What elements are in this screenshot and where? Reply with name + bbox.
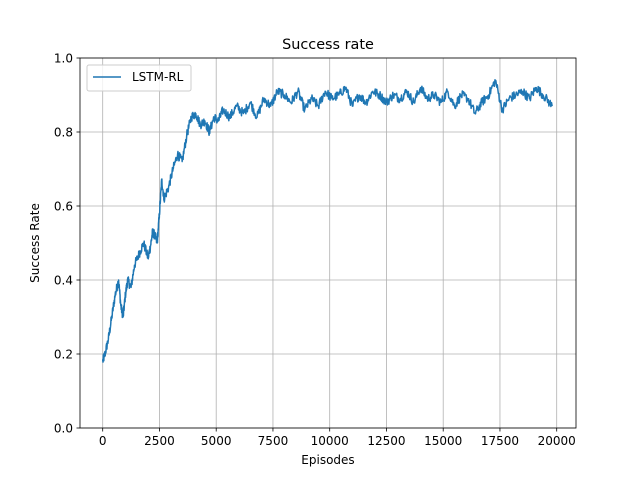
y-tick-label: 0.2 xyxy=(54,347,73,361)
x-tick-label: 10000 xyxy=(311,434,349,448)
y-tick-label: 1.0 xyxy=(54,51,73,65)
x-tick-label: 5000 xyxy=(201,434,232,448)
legend: LSTM-RL xyxy=(86,64,192,92)
chart-title: Success rate xyxy=(282,37,374,53)
x-axis-label: Episodes xyxy=(301,453,354,467)
y-tick-label: 0.4 xyxy=(54,273,73,287)
axis-ticks: 0 2500 5000 7500 10000 12500 15000 17500 20000 0.… xyxy=(54,51,576,448)
x-tick-label: 15000 xyxy=(424,434,462,448)
series-layer xyxy=(101,79,553,363)
x-tick-label: 7500 xyxy=(258,434,289,448)
plot-area-frame xyxy=(79,57,577,429)
plot-area-background xyxy=(80,58,576,428)
x-tick-label: 2500 xyxy=(144,434,175,448)
y-tick-label: 0.8 xyxy=(54,125,73,139)
y-axis-label: Success Rate xyxy=(28,203,42,283)
y-tick-label: 0.6 xyxy=(54,199,73,213)
series-line-lstm-rl xyxy=(101,79,553,363)
x-tick-label: 17500 xyxy=(481,434,519,448)
legend-entry-label: LSTM-RL xyxy=(132,70,184,84)
x-tick-label: 12500 xyxy=(367,434,405,448)
y-tick-label: 0.0 xyxy=(54,421,73,435)
x-tick-label: 20000 xyxy=(538,434,576,448)
x-tick-label: 0 xyxy=(99,434,107,448)
legend-box xyxy=(86,64,192,92)
